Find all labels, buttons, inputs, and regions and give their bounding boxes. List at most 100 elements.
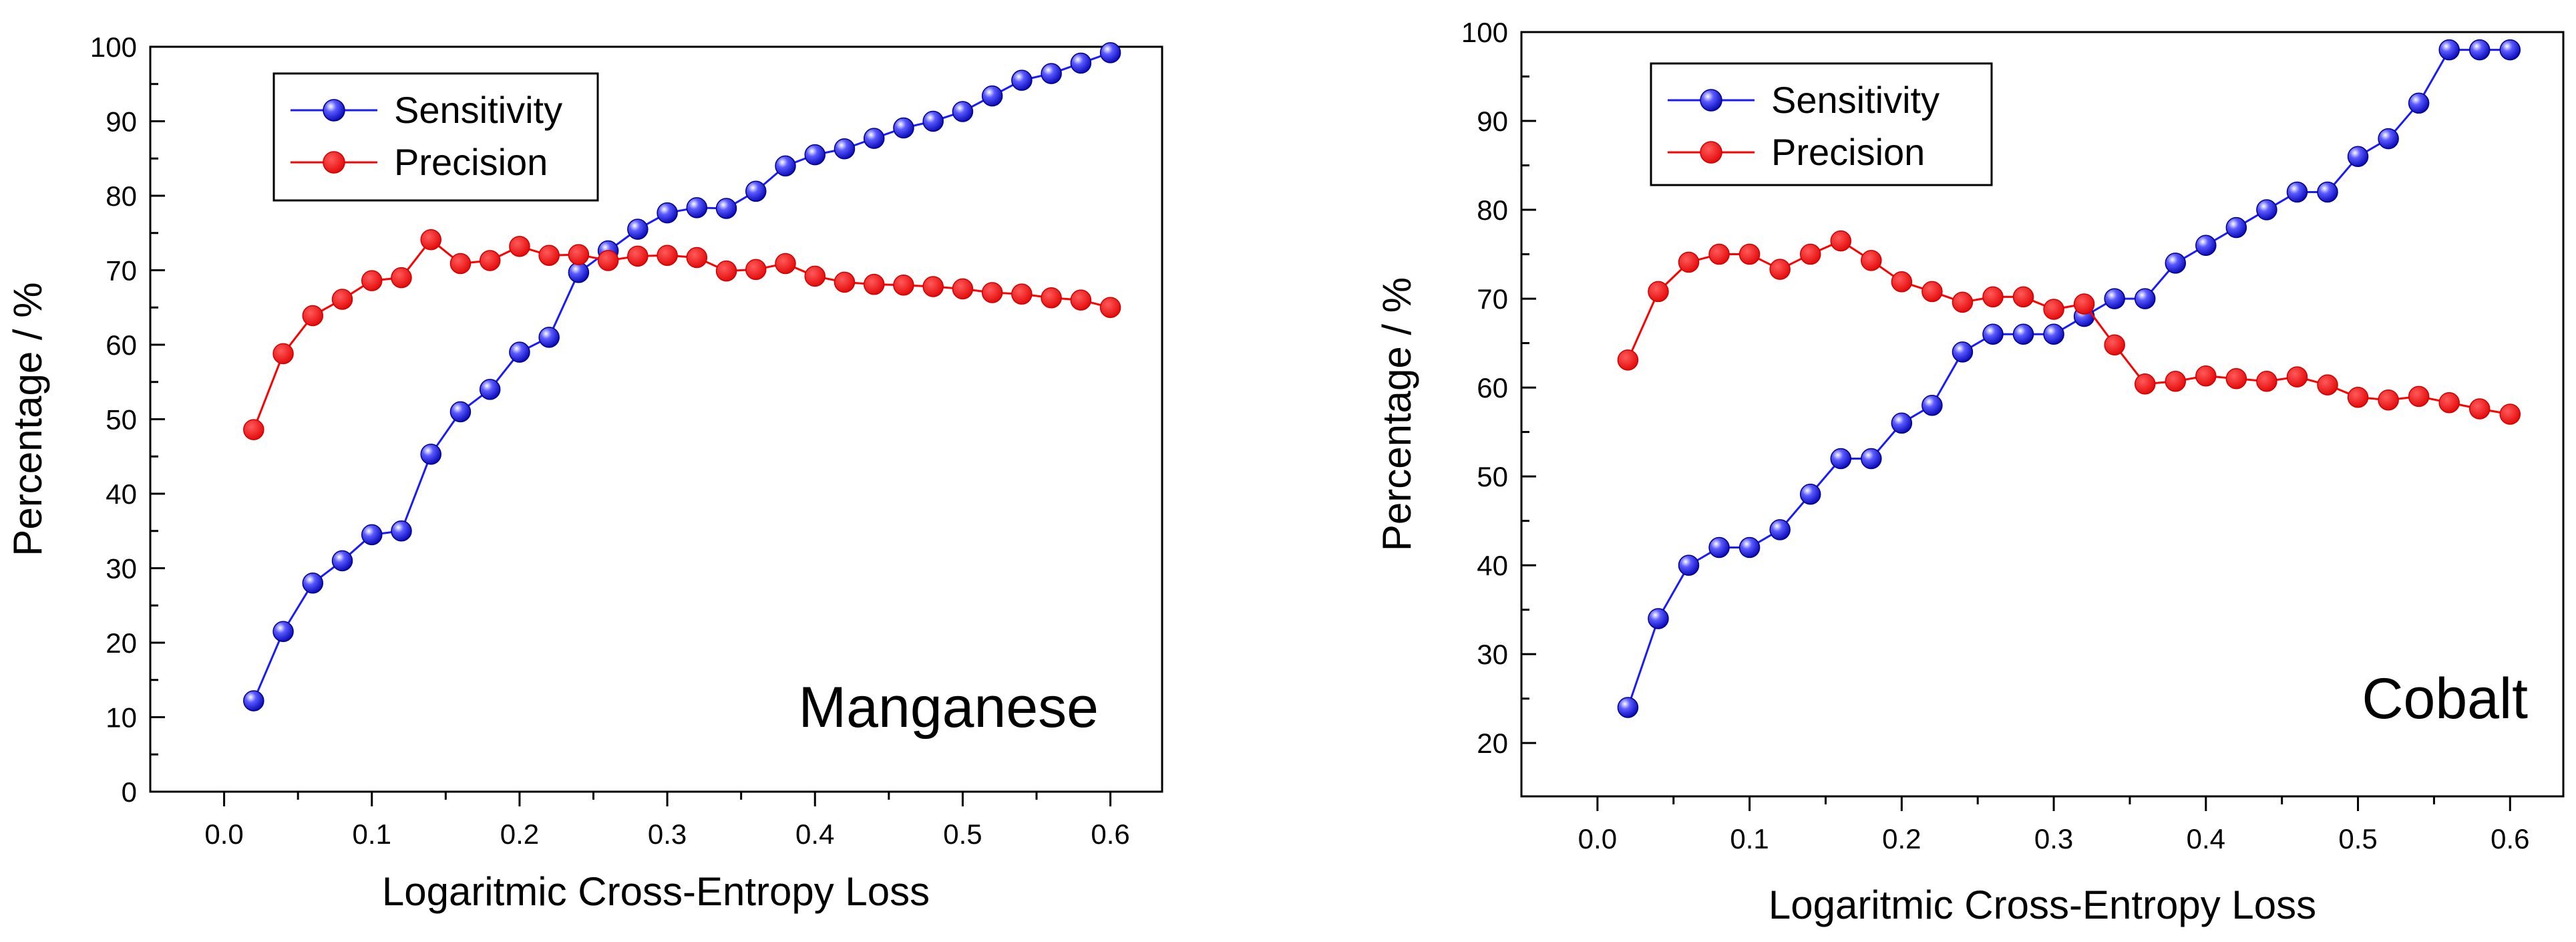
sensitivity-point	[1648, 608, 1669, 629]
sensitivity-point	[2286, 181, 2308, 203]
y-tick-label: 20	[106, 627, 137, 659]
sensitivity-point	[2499, 39, 2521, 61]
sensitivity-point	[1769, 519, 1791, 540]
sensitivity-point	[1678, 555, 1700, 576]
precision-point	[627, 245, 649, 267]
precision-point	[2165, 371, 2187, 392]
precision-point	[2256, 371, 2277, 392]
sensitivity-point	[420, 444, 441, 465]
precision-point	[775, 253, 796, 275]
precision-point	[449, 253, 472, 275]
y-tick-label: 20	[1477, 728, 1508, 759]
sensitivity-point	[1738, 536, 1761, 559]
x-tick-label: 0.6	[1091, 818, 1129, 850]
precision-point	[2073, 293, 2095, 315]
sensitivity-point	[479, 379, 501, 400]
precision-point	[2043, 299, 2064, 320]
legend-marker	[323, 99, 345, 122]
sensitivity-point	[1861, 448, 1882, 470]
sensitivity-point	[391, 520, 412, 542]
precision-point	[420, 229, 441, 251]
sensitivity-point	[1891, 412, 1913, 434]
x-tick-label: 0.1	[353, 818, 391, 850]
legend-label: Sensitivity	[1771, 79, 1940, 121]
sensitivity-point	[1011, 69, 1033, 91]
precision-point	[479, 250, 501, 271]
sensitivity-point	[1921, 394, 1943, 416]
sensitivity-point	[893, 117, 914, 139]
x-tick-label: 0.0	[1578, 823, 1617, 854]
sensitivity-point	[715, 198, 737, 219]
precision-point	[2317, 374, 2338, 396]
sensitivity-point	[2256, 199, 2277, 220]
sensitivity-point	[2408, 92, 2430, 114]
manganese-chart: 0 10 20 30 40 50 60 70 80 90 100 0.0 0.1 0.2 0.3 0.4 0.5…	[5, 31, 1163, 914]
sensitivity-point	[538, 327, 560, 348]
x-axis-label: Logaritmic Cross-Entropy Loss	[382, 869, 930, 914]
precision-point	[1041, 287, 1062, 309]
precision-point	[2378, 389, 2399, 411]
sensitivity-point	[449, 401, 472, 423]
sensitivity-point	[804, 144, 826, 166]
sensitivity-point	[1099, 42, 1121, 63]
plot-frame	[1520, 31, 2565, 798]
y-tick-label: 50	[106, 404, 137, 436]
y-tick-label: 40	[106, 478, 137, 510]
precision-point	[597, 250, 619, 271]
y-tick-label: 80	[1477, 194, 1508, 226]
precision-point	[1678, 251, 1700, 273]
precision-point	[331, 289, 353, 310]
sensitivity-point	[1041, 63, 1062, 84]
x-tick-label: 0.3	[648, 818, 687, 850]
sensitivity-point	[1982, 323, 2004, 345]
legend-label: Precision	[394, 141, 548, 183]
sensitivity-point	[2317, 181, 2338, 203]
precision-point	[2347, 386, 2369, 408]
sensitivity-point	[834, 138, 856, 160]
x-tick-label: 0.4	[2187, 823, 2225, 854]
sensitivity-point	[1070, 52, 1092, 74]
precision-point	[2225, 368, 2247, 389]
precision-point	[834, 271, 856, 293]
sensitivity-point	[1799, 483, 1821, 505]
sensitivity-point	[1708, 536, 1730, 559]
precision-point	[1011, 283, 1033, 305]
sensitivity-point	[302, 573, 324, 594]
x-tick-label: 0.3	[2034, 823, 2073, 854]
precision-point	[1769, 259, 1791, 280]
y-tick-label: 40	[1477, 550, 1508, 581]
legend-label: Precision	[1771, 131, 1925, 173]
sensitivity-point	[2225, 216, 2247, 239]
sensitivity-point	[2134, 288, 2156, 309]
y-tick-label: 100	[1461, 17, 1508, 48]
sensitivity-point	[2378, 128, 2399, 150]
precision-point	[1830, 230, 1851, 252]
precision-point	[2499, 404, 2521, 425]
precision-point	[1099, 297, 1121, 318]
precision-point	[952, 278, 974, 300]
precision-point	[1952, 291, 1974, 313]
precision-point	[745, 259, 767, 281]
sensitivity-point	[361, 524, 383, 546]
y-tick-label: 100	[90, 31, 137, 63]
precision-point	[538, 245, 560, 266]
precision-point	[1921, 281, 1943, 303]
sensitivity-point	[272, 621, 294, 643]
sensitivity-point	[775, 155, 796, 177]
precision-point	[1861, 250, 1882, 271]
y-tick-label: 60	[1477, 372, 1508, 404]
precision-point	[1982, 286, 2004, 308]
precision-point	[2438, 391, 2460, 414]
x-tick-label: 0.5	[943, 818, 982, 850]
x-tick-label: 0.5	[2338, 823, 2377, 854]
precision-point	[2104, 334, 2125, 355]
precision-line	[1627, 239, 2511, 416]
sensitivity-point	[863, 128, 885, 149]
sensitivity-point	[568, 262, 590, 283]
precision-point	[981, 282, 1003, 303]
legend-marker	[1700, 89, 1722, 112]
precision-point	[2134, 373, 2156, 395]
y-tick-label: 80	[106, 180, 137, 212]
precision-point	[863, 273, 885, 295]
precision-point	[804, 265, 826, 287]
